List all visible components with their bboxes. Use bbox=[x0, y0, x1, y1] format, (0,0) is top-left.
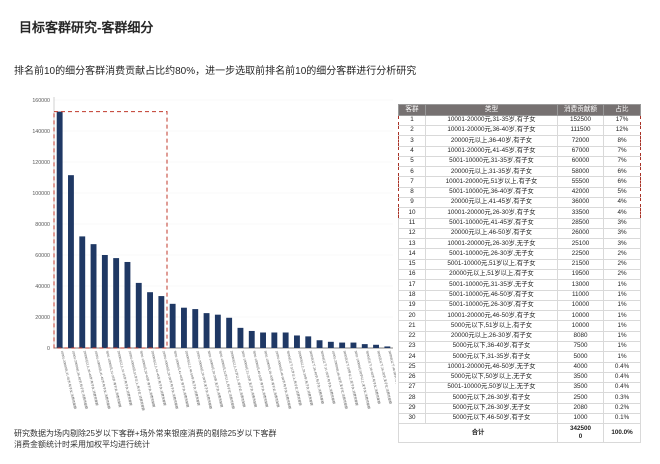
svg-text:160000: 160000 bbox=[32, 98, 50, 104]
svg-text:140000: 140000 bbox=[32, 129, 50, 135]
svg-text:60000: 60000 bbox=[35, 253, 50, 259]
svg-text:100000: 100000 bbox=[32, 191, 50, 197]
svg-text:40000: 40000 bbox=[35, 284, 50, 290]
svg-text:120000: 120000 bbox=[32, 160, 50, 166]
svg-text:20000: 20000 bbox=[35, 315, 50, 321]
svg-text:0: 0 bbox=[47, 346, 50, 352]
svg-text:80000: 80000 bbox=[35, 222, 50, 228]
